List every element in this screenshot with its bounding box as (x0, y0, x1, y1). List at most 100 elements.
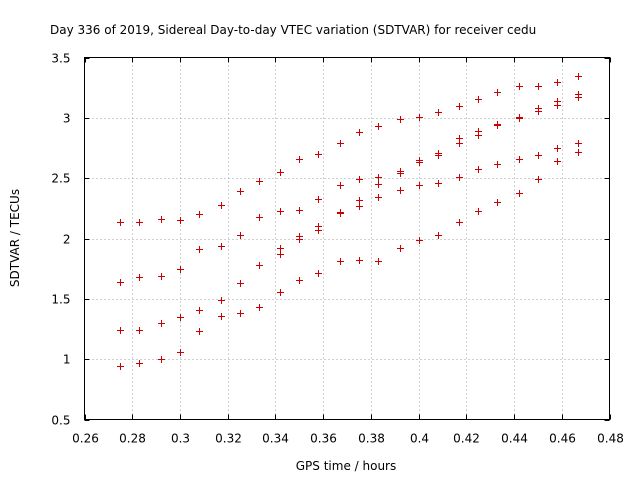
data-point (277, 251, 284, 258)
data-point (416, 182, 423, 189)
data-point (375, 181, 382, 188)
data-point (218, 202, 225, 209)
data-point (277, 169, 284, 176)
data-point (356, 257, 363, 264)
y-axis-label: SDTVAR / TECUs (8, 189, 22, 287)
data-point (435, 232, 442, 239)
data-point (296, 233, 303, 240)
data-point (256, 178, 263, 185)
grid-lines (84, 57, 610, 420)
data-point (196, 211, 203, 218)
x-tick-label: 0.3 (171, 432, 190, 446)
series-track-3 (117, 91, 582, 334)
data-point (554, 79, 561, 86)
data-point (535, 152, 542, 159)
data-point (177, 266, 184, 273)
data-point (416, 157, 423, 164)
data-point (296, 156, 303, 163)
x-tick-label: 0.4 (410, 432, 429, 446)
data-point (136, 327, 143, 334)
y-tick-label: 3.5 (51, 52, 70, 66)
data-point (475, 96, 482, 103)
x-tick-label: 0.34 (262, 432, 289, 446)
data-point (456, 219, 463, 226)
x-tick-label: 0.44 (501, 432, 528, 446)
data-point (516, 156, 523, 163)
data-point (554, 158, 561, 165)
data-point (136, 360, 143, 367)
data-point (575, 149, 582, 156)
series-track-1 (117, 73, 582, 226)
data-point (575, 73, 582, 80)
data-point (237, 188, 244, 195)
data-point (237, 310, 244, 317)
x-tick-label: 0.48 (597, 432, 624, 446)
data-point (158, 356, 165, 363)
data-point (117, 219, 124, 226)
data-point (315, 151, 322, 158)
data-point (158, 216, 165, 223)
data-point (158, 320, 165, 327)
data-point (337, 209, 344, 216)
x-tick-label: 0.46 (549, 432, 576, 446)
x-axis-tick-labels: 0.26 0.28 0.3 0.32 0.34 0.36 0.38 0.4 0.42 0.44 0.… (72, 432, 624, 446)
plot-frame (84, 57, 610, 420)
data-point (435, 150, 442, 157)
data-point (494, 161, 501, 168)
data-point (177, 314, 184, 321)
data-point (516, 83, 523, 90)
data-point (296, 207, 303, 214)
y-tick-label: 1 (63, 353, 71, 367)
data-point (196, 328, 203, 335)
x-tick-label: 0.26 (72, 432, 99, 446)
data-point (375, 174, 382, 181)
data-point (256, 262, 263, 269)
data-point (196, 307, 203, 314)
y-tick-label: 1.5 (51, 293, 70, 307)
data-point (494, 199, 501, 206)
data-point (397, 170, 404, 177)
data-point (277, 245, 284, 252)
data-point (397, 187, 404, 194)
data-point (475, 166, 482, 173)
data-point (315, 270, 322, 277)
data-point (158, 273, 165, 280)
data-point (337, 182, 344, 189)
data-point (435, 180, 442, 187)
data-point (117, 279, 124, 286)
data-points (117, 73, 582, 370)
data-point (397, 245, 404, 252)
data-point (356, 129, 363, 136)
data-point (535, 83, 542, 90)
y-tick-label: 3 (63, 112, 71, 126)
data-point (256, 304, 263, 311)
data-point (177, 217, 184, 224)
data-point (475, 128, 482, 135)
axis-ticks (84, 57, 611, 421)
y-tick-label: 2 (63, 233, 71, 247)
data-point (516, 114, 523, 121)
data-point (136, 274, 143, 281)
x-tick-label: 0.42 (453, 432, 480, 446)
data-point (375, 194, 382, 201)
x-axis-label: GPS time / hours (296, 459, 397, 473)
data-point (456, 135, 463, 142)
data-point (196, 246, 203, 253)
series-track-5 (277, 149, 582, 296)
data-point (575, 140, 582, 147)
data-point (337, 258, 344, 265)
data-point (475, 208, 482, 215)
x-tick-label: 0.38 (358, 432, 385, 446)
data-point (494, 89, 501, 96)
x-tick-label: 0.36 (310, 432, 337, 446)
data-point (177, 349, 184, 356)
x-tick-label: 0.32 (215, 432, 242, 446)
data-point (218, 243, 225, 250)
data-point (117, 363, 124, 370)
x-tick-label: 0.28 (119, 432, 146, 446)
data-point (416, 114, 423, 121)
data-point (554, 145, 561, 152)
series-track-2 (117, 94, 582, 286)
data-point (435, 109, 442, 116)
